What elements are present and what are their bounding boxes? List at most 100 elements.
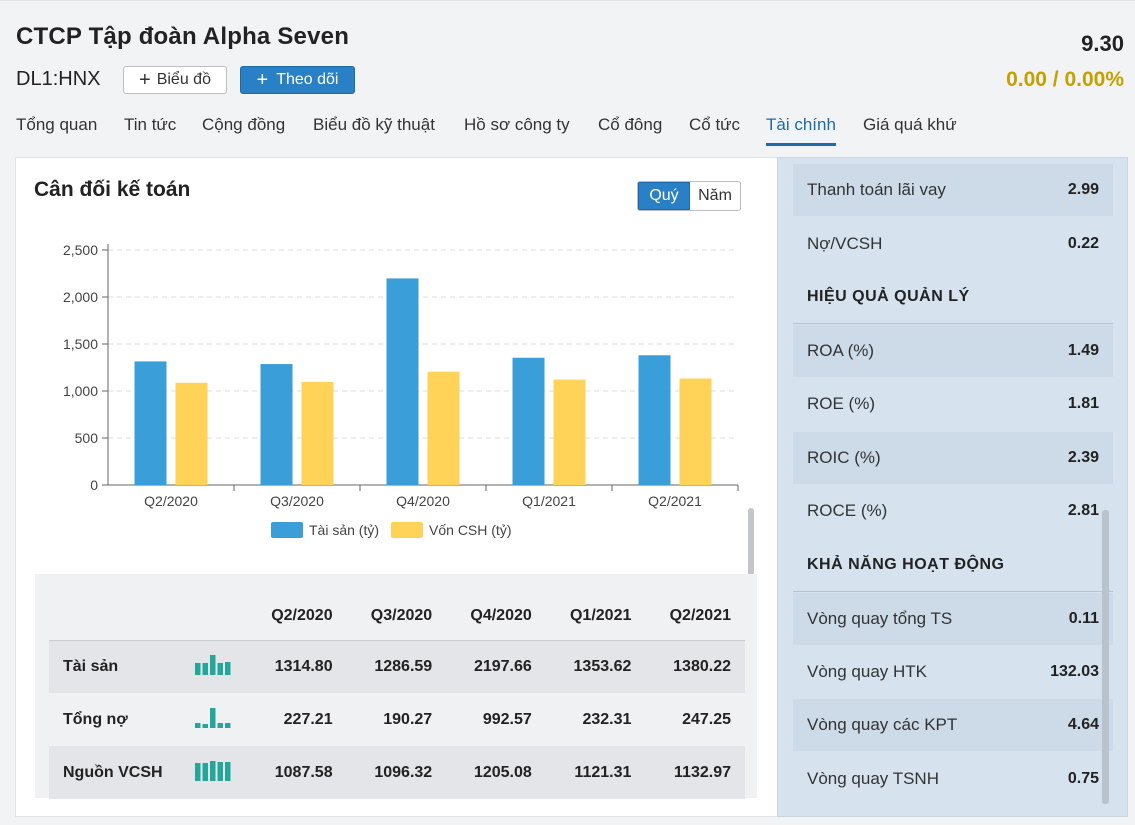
toggle-quarter[interactable]: Quý [638,182,690,210]
sparkline-total-debt[interactable] [169,693,247,746]
column-header: Q4/2020 [446,592,546,641]
ratio-value: 4.64 [1067,716,1099,733]
tab-overview[interactable]: Tổng quan [16,115,98,134]
table-cell: 232.31 [582,710,632,728]
ratios-panel: Thanh toán lãi vay 2.99 Nợ/VCSH 0.22 HIỆ… [777,157,1128,817]
ticker-symbol: DL1:HNX [16,68,101,90]
balance-sheet-panel: Cân đối kế toán Quý Năm 0 500 1,000 1,500 2,… [15,157,777,817]
bar-equity[interactable] [553,379,586,485]
legend-item-assets[interactable]: Tài sản (tỷ) [271,522,379,538]
tab-dividends[interactable]: Cổ tức [689,115,741,134]
balance-sheet-chart: 0 500 1,000 1,500 2,000 2,500 Q2/2020 Q3/2020 Q4… [63,242,739,509]
x-tick-label: Q1/2021 [522,493,576,509]
row-label: Tổng nợ [63,710,128,728]
bar-equity[interactable] [301,381,334,485]
y-tick-label: 500 [75,430,99,446]
bar-assets[interactable] [134,361,167,485]
tab-company-profile[interactable]: Hồ sơ công ty [464,115,570,134]
table-cell: 1121.31 [545,746,646,799]
ratio-value: 1.49 [1067,342,1099,359]
x-tick-label: Q4/2020 [396,493,450,509]
ratio-value: 2.99 [1067,181,1099,198]
table-cell: 190.27 [383,710,433,728]
tab-price-history[interactable]: Giá quá khứ [863,115,957,134]
plus-icon: + [139,69,151,91]
ratio-value: 0.75 [1067,770,1099,787]
period-toggle: Quý Năm [637,181,741,211]
ratio-value: 0.11 [1068,610,1099,627]
ratio-label: Vòng quay các KPT [807,715,958,734]
ratio-row-current-asset-turnover: Vòng quay TSNH 0.75 [793,753,1113,805]
chart-legend: Tài sản (tỷ) Vốn CSH (tỷ) [271,522,511,538]
ratio-row-receivables-turnover: Vòng quay các KPT 4.64 [793,699,1113,751]
bar-assets[interactable] [260,364,293,485]
bar-assets[interactable] [512,357,545,485]
ratio-row-roce: ROCE (%) 2.81 [793,485,1113,537]
ratio-value: 0.22 [1067,235,1099,252]
scrollbar[interactable] [1102,510,1109,804]
table-cell: 1096.32 [346,746,447,799]
bar-assets[interactable] [386,278,419,485]
price-change: 0.00 / 0.00% [1006,68,1124,91]
ratio-row-interest-coverage: Thanh toán lãi vay 2.99 [793,164,1113,216]
table-cell: 1132.97 [645,746,745,799]
bar-assets[interactable] [638,355,671,485]
legend-swatch-assets [271,522,303,538]
bar-equity[interactable] [175,382,208,485]
table-cell: 1286.59 [346,640,447,693]
management-efficiency-heading: HIỆU QUẢ QUẢN LÝ [793,270,1113,324]
legend-swatch-equity [391,522,424,538]
x-tick-label: Q2/2021 [648,493,702,509]
header-label-cell [49,592,169,641]
table-cell: 247.25 [682,710,731,728]
legend-label-assets: Tài sản (tỷ) [309,522,380,538]
x-tick-label: Q3/2020 [270,493,324,509]
legend-label-equity: Vốn CSH (tỷ) [429,522,512,538]
tab-financials[interactable]: Tài chính [766,115,836,146]
spark-bar [195,723,201,728]
header-spark-cell [169,592,247,641]
ratio-label: ROCE (%) [807,501,888,520]
tab-news[interactable]: Tin tức [124,115,177,134]
follow-button[interactable]: + Theo dõi [240,66,355,94]
row-label: Nguồn VCSH [49,746,169,799]
legend-item-equity[interactable]: Vốn CSH (tỷ) [391,522,511,538]
spark-bar [195,663,201,676]
chart-button[interactable]: + Biểu đồ [123,66,227,94]
spark-bar [225,723,231,728]
sparkline-assets[interactable] [169,640,247,693]
tab-shareholders[interactable]: Cổ đông [598,115,663,134]
bar-chart-icon [195,761,231,781]
toggle-year[interactable]: Năm [690,182,740,210]
table-row: Tài sản 1314.80 1286.59 2197.66 1353.62 1380.… [49,640,745,693]
spark-bar [210,655,216,676]
ratio-row-roa: ROA (%) 1.49 [793,325,1113,377]
column-header: Q1/2021 [545,592,646,641]
table-cell: 1353.62 [545,640,646,693]
ratio-label: ROE (%) [807,394,875,413]
ratio-value: 1.81 [1067,395,1099,412]
bar-equity[interactable] [679,378,712,485]
spark-bar [217,663,223,676]
ratio-value: 2.81 [1067,502,1099,519]
y-tick-label: 1,000 [63,383,98,399]
spark-bar [202,724,208,728]
ratio-row-roe: ROE (%) 1.81 [793,378,1113,430]
table-cell: 1087.58 [247,746,347,799]
sparkline-equity[interactable] [169,746,247,799]
spark-bar [217,723,223,728]
ratio-row-inventory-turnover: Vòng quay HTK 132.03 [793,646,1113,698]
bar-equity[interactable] [427,371,460,485]
spark-bar [195,763,201,781]
table-cell: 1314.80 [247,640,347,693]
y-tick-label: 2,500 [63,242,98,258]
ratio-value: 2.39 [1067,449,1099,466]
column-header: Q3/2020 [346,592,447,641]
ratio-label: ROIC (%) [807,448,881,467]
financial-table-container: Q2/2020 Q3/2020 Q4/2020 Q1/2021 Q2/2021 … [35,574,757,799]
table-cell: 2197.66 [446,640,546,693]
tab-community[interactable]: Cộng đồng [202,115,286,134]
table-cell: 227.21 [283,710,333,728]
tab-technical-chart[interactable]: Biểu đồ kỹ thuật [313,115,435,134]
spark-bar [225,762,231,781]
